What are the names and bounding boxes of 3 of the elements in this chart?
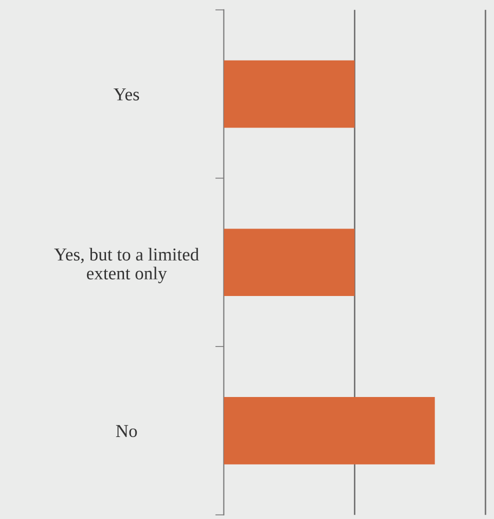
y-tick-label: No — [116, 425, 137, 438]
y-tick-label: Yes — [114, 88, 140, 100]
y-tick-label: Yes, but to a limited extent only — [54, 248, 199, 284]
